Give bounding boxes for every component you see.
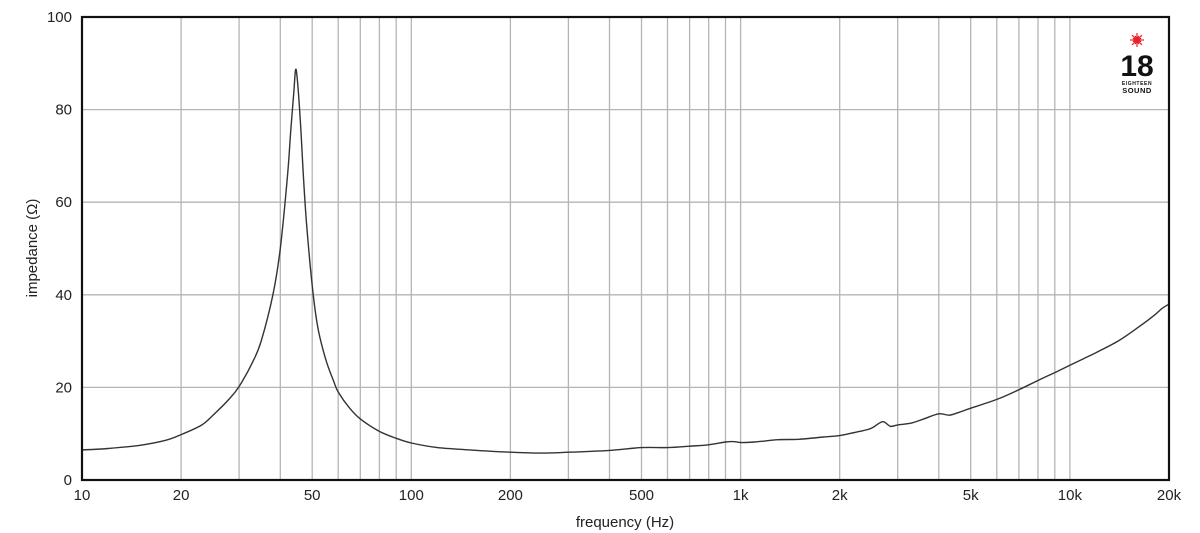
x-tick-label: 50 [304,487,321,504]
x-tick-label: 10k [1058,487,1083,504]
x-axis-title: frequency (Hz) [576,514,674,531]
x-tick-label: 20k [1157,487,1182,504]
y-axis-title: impedance (Ω) [24,199,41,298]
y-tick-label: 80 [55,102,72,119]
x-tick-label: 2k [832,487,848,504]
logo-line1: EIGHTEEN [1122,81,1152,87]
x-tick-label: 500 [629,487,654,504]
plot-frame [80,15,1171,482]
x-tick-label: 20 [173,487,190,504]
logo-line2: SOUND [1122,86,1152,95]
x-tick-label: 100 [399,487,424,504]
y-tick-label: 100 [47,9,72,26]
x-tick-label: 10 [74,487,91,504]
y-axis-tick-labels: 0 20 40 60 80 100 [47,9,72,489]
logo-number: 18 [1120,50,1153,83]
impedance-curve [81,68,1170,454]
x-tick-label: 5k [963,487,979,504]
star-icon [1130,33,1144,47]
y-tick-label: 20 [55,379,72,396]
x-tick-label: 200 [498,487,523,504]
x-tick-label: 1k [733,487,749,504]
vertical-grid-lines [180,17,1071,480]
y-tick-label: 60 [55,194,72,211]
horizontal-grid-lines [82,108,1169,389]
x-axis-tick-labels: 10 20 50 100 200 500 1k 2k 5k 10k 20k [74,487,1182,504]
eighteen-sound-logo: 18 EIGHTEEN SOUND [1120,33,1154,95]
y-tick-label: 0 [64,472,72,489]
y-tick-label: 40 [55,287,72,304]
